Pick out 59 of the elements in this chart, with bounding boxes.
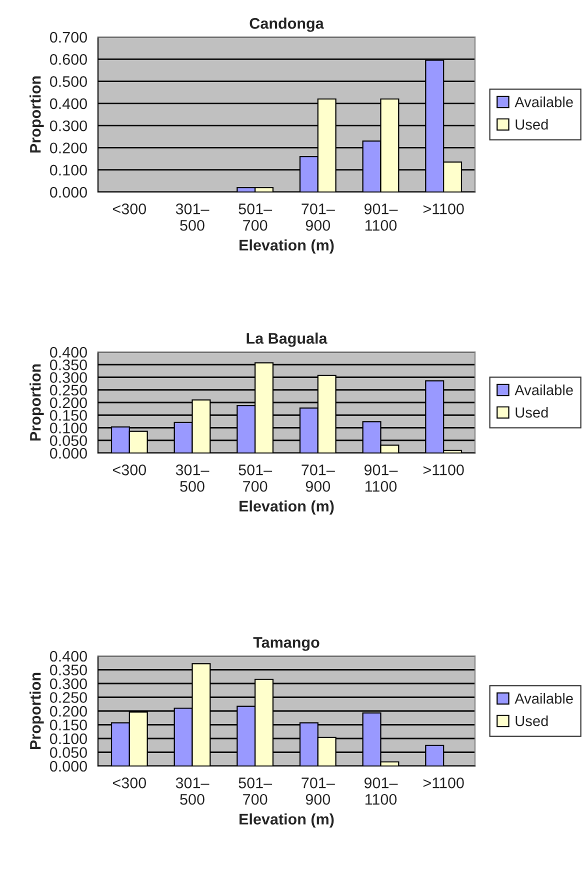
x-tick-label: 301– 500 — [176, 778, 210, 805]
chart-title: La Baguala — [246, 332, 328, 347]
y-tick-label: 0.300 — [50, 678, 87, 690]
y-tick-label: 0.050 — [50, 435, 87, 446]
y-tick-label: 0.050 — [50, 747, 87, 758]
y-tick-label: 0.400 — [50, 98, 87, 110]
chart-title: Candonga — [250, 18, 324, 32]
y-tick-label: 0.000 — [50, 760, 87, 772]
chart-title: Tamango — [253, 637, 320, 651]
y-tick-label: 0.200 — [50, 397, 87, 408]
x-tick-label: >1100 — [423, 464, 464, 476]
y-tick-label: 0.500 — [50, 76, 87, 87]
legend-label: Available — [514, 96, 573, 108]
y-tick-label: 0.400 — [50, 650, 87, 662]
x-axis-title: Elevation (m) — [240, 500, 334, 515]
x-tick-label: 901– 1100 — [364, 204, 398, 231]
x-tick-label: >1100 — [423, 778, 464, 788]
y-tick-label: 0.150 — [50, 720, 87, 730]
x-axis-title: Elevation (m) — [240, 239, 334, 254]
x-tick-label: 301– 500 — [176, 464, 210, 492]
legend-label: Used — [516, 715, 548, 726]
legend-label: Available — [514, 384, 573, 396]
x-tick-label: 701– 900 — [302, 204, 335, 231]
x-tick-label: <300 — [112, 204, 146, 214]
x-tick-label: 701– 900 — [302, 778, 335, 805]
x-tick-label: <300 — [112, 464, 146, 476]
x-tick-label: 901– 1100 — [364, 778, 398, 805]
y-tick-label: 0.000 — [50, 448, 87, 459]
y-tick-label: 0.250 — [50, 692, 87, 703]
y-axis-title: Proportion — [30, 672, 44, 750]
y-tick-label: 0.600 — [50, 54, 87, 65]
x-axis-title: Elevation (m) — [240, 813, 334, 828]
y-tick-label: 0.100 — [50, 733, 87, 744]
y-tick-label: 0.250 — [50, 384, 87, 396]
y-tick-label: 0.300 — [50, 372, 87, 383]
x-tick-label: 301– 500 — [176, 204, 210, 231]
y-tick-label: 0.100 — [50, 164, 87, 176]
legend-label: Available — [514, 693, 573, 704]
x-tick-label: 701– 900 — [302, 464, 335, 492]
x-tick-label: >1100 — [423, 204, 464, 214]
x-tick-label: 501– 700 — [238, 778, 272, 805]
y-tick-label: 0.100 — [50, 422, 87, 434]
y-tick-label: 0.150 — [50, 410, 87, 421]
y-tick-label: 0.000 — [50, 186, 87, 198]
x-tick-label: 501– 700 — [238, 204, 272, 231]
y-tick-label: 0.300 — [50, 120, 87, 132]
y-tick-label: 0.350 — [50, 359, 87, 370]
x-tick-label: 501– 700 — [238, 464, 272, 492]
x-tick-label: <300 — [112, 778, 146, 788]
y-tick-label: 0.400 — [50, 346, 87, 358]
x-tick-label: 901– 1100 — [364, 464, 398, 492]
y-tick-label: 0.200 — [50, 142, 87, 154]
legend-label: Used — [516, 118, 548, 130]
y-tick-label: 0.700 — [50, 32, 87, 43]
y-axis-title: Proportion — [30, 76, 44, 153]
y-axis-title: Proportion — [30, 364, 44, 441]
y-tick-label: 0.350 — [50, 664, 87, 676]
legend-label: Used — [516, 406, 548, 418]
y-tick-label: 0.200 — [50, 706, 87, 717]
